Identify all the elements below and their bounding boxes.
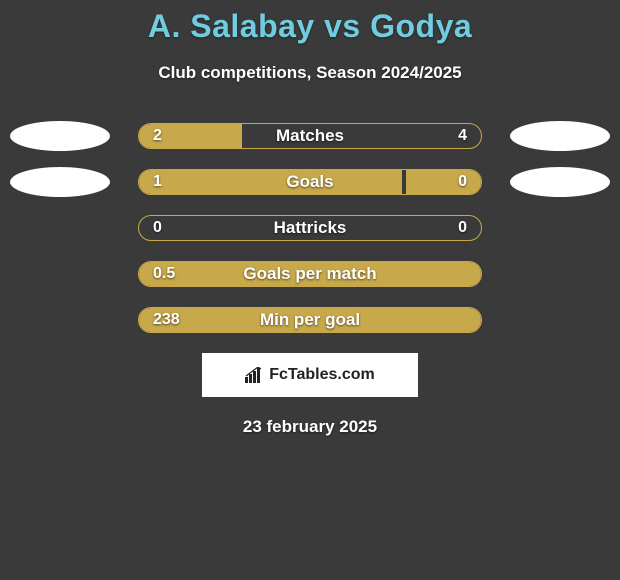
stat-row: 24Matches [0,123,620,149]
player-shape-right [510,121,610,151]
stat-label: Goals [139,172,481,192]
stat-row: 0.5Goals per match [0,261,620,287]
player-shape-left [10,121,110,151]
bar-track: 0.5Goals per match [138,261,482,287]
stat-row: 00Hattricks [0,215,620,241]
bar-track: 10Goals [138,169,482,195]
subtitle: Club competitions, Season 2024/2025 [0,63,620,83]
logo-text: FcTables.com [269,366,375,384]
logo-box: FcTables.com [202,353,418,397]
bar-track: 238Min per goal [138,307,482,333]
stat-label: Matches [139,126,481,146]
bar-track: 24Matches [138,123,482,149]
bar-chart-icon [245,367,265,383]
page-title: A. Salabay vs Godya [0,0,620,45]
stat-label: Goals per match [139,264,481,284]
date-label: 23 february 2025 [0,417,620,437]
stat-label: Min per goal [139,310,481,330]
stat-row: 10Goals [0,169,620,195]
bar-track: 00Hattricks [138,215,482,241]
stat-bars: 24Matches 10Goals 00Hattricks 0.5Goals per … [0,123,620,333]
player-shape-right [510,167,610,197]
player-shape-left [10,167,110,197]
infographic-container: A. Salabay vs Godya Club competitions, S… [0,0,620,580]
stat-row: 238Min per goal [0,307,620,333]
stat-label: Hattricks [139,218,481,238]
